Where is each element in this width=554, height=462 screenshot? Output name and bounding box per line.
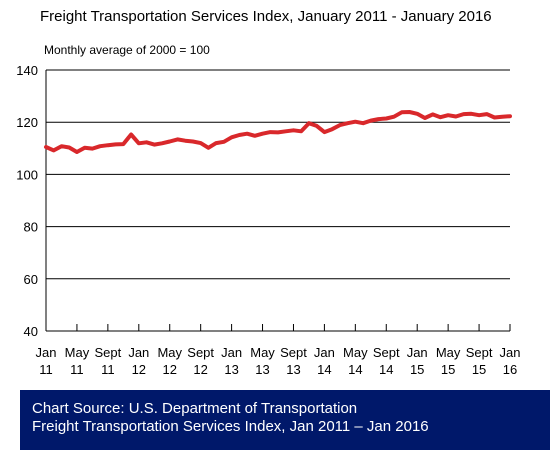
- y-tick-label: 100: [16, 167, 38, 182]
- source-line-1: Chart Source: U.S. Department of Transpo…: [32, 400, 358, 417]
- x-tick-label-year: 13: [224, 362, 238, 377]
- x-tick-label-year: 14: [379, 362, 393, 377]
- x-tick-label-month: Jan: [314, 345, 335, 360]
- x-tick-label-month: Sept: [187, 345, 214, 360]
- y-tick-label: 40: [24, 324, 38, 339]
- x-tick-label-month: Jan: [36, 345, 57, 360]
- x-tick-label-month: May: [436, 345, 461, 360]
- y-tick-label: 120: [16, 115, 38, 130]
- x-tick-label-month: May: [157, 345, 182, 360]
- x-tick-label-month: Sept: [466, 345, 493, 360]
- x-tick-label-year: 11: [39, 362, 53, 377]
- series-layer: [44, 110, 512, 154]
- x-tick-label-month: May: [250, 345, 275, 360]
- x-tick-label-year: 11: [101, 362, 115, 377]
- series-line-tsi: [44, 110, 512, 154]
- axes: 40 60 80 100 120 140 Jan 11 May 11 Sept 11 Jan 12 May 1…: [16, 63, 520, 377]
- x-tick-label-year: 13: [286, 362, 300, 377]
- x-tick-label-month: May: [343, 345, 368, 360]
- gridlines: [46, 69, 510, 332]
- chart-subtitle: Monthly average of 2000 = 100: [44, 43, 210, 57]
- x-tick-label-year: 12: [132, 362, 146, 377]
- y-tick-label: 60: [24, 272, 38, 287]
- source-line-2: Freight Transportation Services Index, J…: [32, 418, 429, 435]
- x-tick-label-year: 15: [441, 362, 455, 377]
- y-tick-label: 80: [24, 220, 38, 235]
- x-tick-label-month: Jan: [407, 345, 428, 360]
- line-chart: 40 60 80 100 120 140 Jan 11 May 11 Sept 11 Jan 12 May 1…: [16, 63, 520, 377]
- x-tick-label-month: Jan: [221, 345, 242, 360]
- x-tick-label-year: 13: [255, 362, 269, 377]
- chart-title: Freight Transportation Services Index, J…: [40, 8, 492, 25]
- x-tick-label-year: 15: [472, 362, 486, 377]
- x-tick-label-month: Jan: [500, 345, 521, 360]
- x-tick-label-year: 14: [348, 362, 362, 377]
- x-tick-label-year: 14: [317, 362, 331, 377]
- x-tick-label-month: Sept: [94, 345, 121, 360]
- x-tick-label-month: May: [65, 345, 90, 360]
- x-tick-label-month: Sept: [280, 345, 307, 360]
- x-tick-label-month: Sept: [373, 345, 400, 360]
- x-tick-label-year: 15: [410, 362, 424, 377]
- y-tick-label: 140: [16, 63, 38, 78]
- x-tick-label-month: Jan: [128, 345, 149, 360]
- x-tick-label-year: 12: [193, 362, 207, 377]
- x-tick-label-year: 16: [503, 362, 517, 377]
- x-tick-label-year: 12: [162, 362, 176, 377]
- x-tick-label-year: 11: [70, 362, 84, 377]
- source-box: Chart Source: U.S. Department of Transpo…: [20, 390, 550, 450]
